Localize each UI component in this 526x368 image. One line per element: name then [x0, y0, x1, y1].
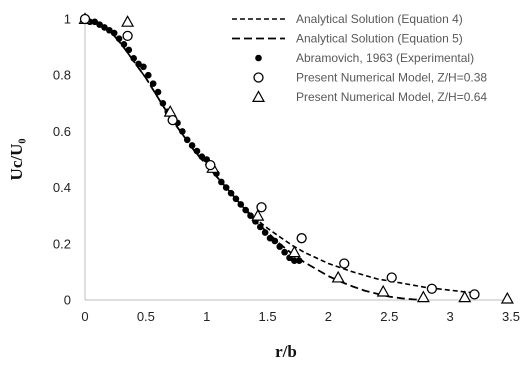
data-point — [154, 88, 162, 96]
legend-item: Present Numerical Model, Z/H=0.38 — [253, 71, 487, 85]
data-point — [140, 63, 147, 71]
legend-label: Analytical Solution (Equation 4) — [296, 12, 463, 26]
y-tick-label: 1 — [64, 12, 71, 27]
data-point — [271, 237, 279, 245]
data-point — [205, 159, 216, 171]
data-point — [101, 24, 108, 31]
legend-label: Present Numerical Model, Z/H=0.38 — [296, 71, 487, 85]
data-point — [295, 257, 303, 264]
tick-labels: 0 0.5 1 1.5 2 2.5 3 3.5 0 0.2 0.4 0.6 0.8 1 — [53, 12, 520, 325]
data-point — [79, 13, 91, 25]
series-present-numerical-model-z-h-0-38 — [79, 13, 480, 300]
data-point — [91, 18, 99, 26]
data-point — [281, 248, 288, 256]
legend-item: Analytical Solution (Equation 4) — [232, 12, 463, 26]
legend-item: Abramovich, 1963 (Experimental) — [255, 51, 474, 65]
data-point — [135, 60, 142, 68]
axes — [84, 19, 511, 301]
x-tick-label: 3 — [447, 309, 454, 324]
data-point — [251, 208, 265, 221]
data-point — [121, 15, 135, 27]
x-tick-label: 2 — [325, 309, 332, 324]
x-axis-title: r/b — [275, 342, 297, 361]
legend-marker-swatch — [251, 90, 266, 103]
data-point — [218, 178, 225, 186]
data-point — [193, 147, 201, 155]
x-tick-label: 1.5 — [259, 309, 277, 324]
data-point — [291, 257, 298, 264]
data-point — [167, 115, 178, 126]
data-point — [232, 195, 240, 203]
data-point — [106, 26, 113, 34]
y-tick-label: 0.6 — [53, 124, 71, 139]
data-point — [188, 142, 196, 149]
legend: Analytical Solution (Equation 4) Analytic… — [232, 12, 487, 104]
data-point — [242, 206, 249, 214]
legend-item: Present Numerical Model, Z/H=0.64 — [251, 90, 487, 104]
data-point — [339, 258, 350, 269]
data-point — [296, 233, 307, 244]
data-point — [500, 291, 514, 304]
data-point — [110, 29, 118, 37]
data-point — [159, 100, 167, 107]
data-point — [120, 40, 128, 48]
data-point — [247, 212, 254, 219]
y-tick-label: 0.2 — [53, 236, 71, 251]
data-point — [416, 290, 430, 303]
data-point — [125, 46, 133, 54]
data-point — [426, 283, 438, 294]
axis-titles: r/b Uc/U₀ — [7, 139, 297, 361]
data-point — [122, 30, 133, 42]
legend-marker-swatch — [253, 72, 264, 83]
data-point — [149, 80, 157, 87]
data-point — [183, 136, 191, 144]
data-point — [458, 290, 472, 303]
data-point — [227, 189, 235, 197]
data-point — [115, 35, 123, 42]
legend-label: Analytical Solution (Equation 5) — [296, 32, 463, 46]
data-point — [222, 184, 230, 191]
data-point — [469, 289, 480, 300]
y-tick-label: 0 — [64, 293, 71, 308]
legend-label: Abramovich, 1963 (Experimental) — [296, 51, 474, 65]
legend-item: Analytical Solution (Equation 5) — [232, 32, 463, 46]
data-point — [144, 71, 152, 79]
series-abramovich-1963-experimental — [81, 15, 303, 264]
data-point — [386, 272, 397, 283]
y-tick-label: 0.8 — [53, 68, 71, 83]
data-point — [96, 21, 103, 28]
x-tick-label: 1 — [203, 309, 210, 324]
data-point — [376, 284, 390, 297]
data-point — [130, 55, 137, 62]
data-point — [266, 234, 274, 242]
x-tick-label: 2.5 — [380, 309, 398, 324]
y-axis-title: Uc/U₀ — [7, 139, 26, 181]
data-point — [198, 153, 206, 160]
data-point — [256, 223, 264, 231]
legend-label: Present Numerical Model, Z/H=0.64 — [296, 90, 487, 104]
x-tick-label: 0 — [81, 309, 88, 324]
y-tick-label: 0.4 — [53, 180, 71, 195]
x-tick-label: 0.5 — [137, 309, 155, 324]
data-point — [179, 128, 186, 135]
legend-marker-swatch — [255, 54, 262, 62]
data-point — [261, 229, 269, 236]
data-point — [287, 245, 301, 258]
data-point — [256, 202, 267, 213]
data-markers — [78, 12, 514, 304]
data-point — [276, 243, 284, 250]
data-point — [237, 201, 245, 208]
x-tick-label: 3.5 — [502, 309, 520, 324]
data-point — [331, 270, 345, 283]
